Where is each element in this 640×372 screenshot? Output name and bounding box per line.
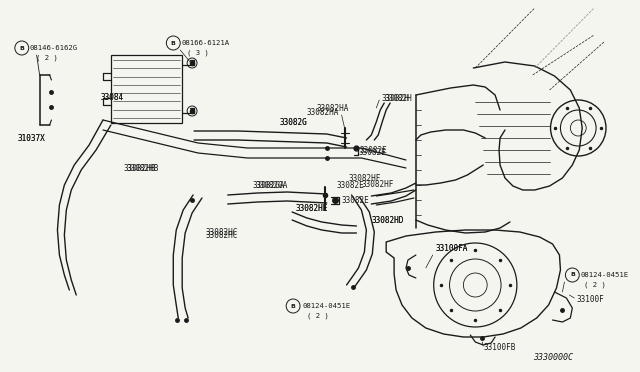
- Text: 33082HB: 33082HB: [127, 164, 159, 173]
- Text: 33082HD: 33082HD: [371, 215, 404, 224]
- Text: 31037X: 31037X: [18, 134, 45, 142]
- Text: 33082HA: 33082HA: [317, 103, 349, 112]
- Text: 33082HC: 33082HC: [206, 228, 238, 237]
- Text: 33082G: 33082G: [279, 118, 307, 126]
- Text: ( 2 ): ( 2 ): [584, 282, 606, 288]
- Text: 33084: 33084: [101, 93, 124, 102]
- Text: B: B: [189, 109, 195, 113]
- Text: 33082HB: 33082HB: [124, 164, 156, 173]
- Text: 33084: 33084: [101, 93, 124, 102]
- Text: 33082E: 33082E: [360, 145, 387, 154]
- Text: 33082HF: 33082HF: [362, 180, 394, 189]
- Text: 33082GA: 33082GA: [255, 180, 288, 189]
- Text: 33082HE: 33082HE: [295, 203, 328, 212]
- Text: 08166-6121A: 08166-6121A: [181, 40, 229, 46]
- Text: B: B: [570, 273, 575, 278]
- Text: 33082H: 33082H: [384, 93, 412, 103]
- Text: B: B: [171, 41, 176, 45]
- Text: B: B: [291, 304, 296, 308]
- Text: 33100FA: 33100FA: [436, 244, 468, 253]
- Text: 33082E: 33082E: [337, 180, 364, 189]
- Text: 33100FB: 33100FB: [483, 343, 516, 353]
- Text: 33100F: 33100F: [576, 295, 604, 305]
- Text: 33082HD: 33082HD: [371, 215, 404, 224]
- Text: B: B: [19, 45, 24, 51]
- Text: 08146-6162G: 08146-6162G: [29, 45, 78, 51]
- Text: B: B: [189, 61, 195, 65]
- Text: 33082HE: 33082HE: [295, 203, 328, 212]
- Text: 31037X: 31037X: [18, 134, 45, 142]
- Text: 08124-0451E: 08124-0451E: [302, 303, 350, 309]
- Text: 33082G: 33082G: [279, 118, 307, 126]
- Text: 33082HC: 33082HC: [206, 231, 238, 240]
- Text: 33082H: 33082H: [381, 93, 409, 103]
- Text: 08124-0451E: 08124-0451E: [580, 272, 628, 278]
- Text: 33082HA: 33082HA: [307, 108, 339, 116]
- Text: 33082GA: 33082GA: [253, 180, 285, 189]
- Text: ( 2 ): ( 2 ): [307, 313, 329, 319]
- Text: 3330000C: 3330000C: [532, 353, 573, 362]
- Bar: [111, 55, 182, 123]
- Text: ( 3 ): ( 3 ): [187, 50, 209, 56]
- Text: 33082E: 33082E: [342, 196, 369, 205]
- Text: 33082E: 33082E: [358, 148, 386, 157]
- Text: 33082HF: 33082HF: [349, 173, 381, 183]
- Text: 33100FA: 33100FA: [436, 244, 468, 253]
- Text: ( 2 ): ( 2 ): [36, 55, 58, 61]
